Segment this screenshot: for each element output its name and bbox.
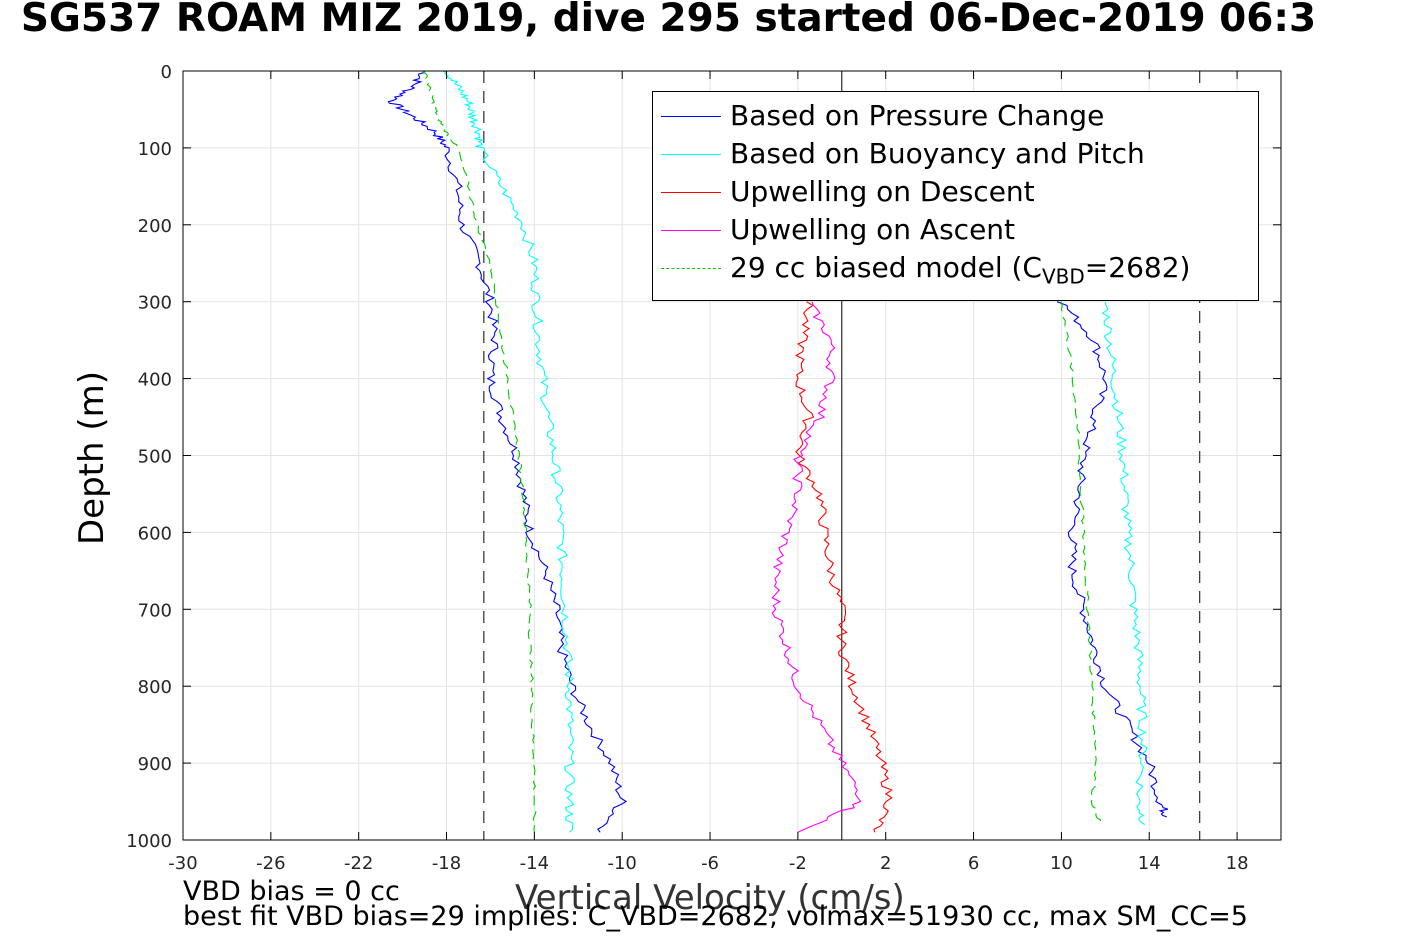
legend-item-upwelling-ascent: Upwelling on Ascent bbox=[653, 211, 1258, 249]
y-tick-label: 700 bbox=[138, 600, 172, 621]
series-line-0 bbox=[387, 70, 628, 833]
y-tick-label: 600 bbox=[138, 523, 172, 544]
legend-item-upwelling-descent: Upwelling on Descent bbox=[653, 173, 1258, 211]
x-tick-label: -22 bbox=[344, 853, 373, 874]
y-axis-label: Depth (m) bbox=[72, 370, 112, 545]
y-tick-label: 0 bbox=[161, 62, 172, 83]
series-line-1 bbox=[442, 70, 576, 833]
x-tick-label: -14 bbox=[520, 853, 549, 874]
vbd-bias-note: VBD bias = 0 cc bbox=[183, 876, 400, 907]
legend-swatch-magenta bbox=[661, 230, 721, 231]
y-tick-label: 800 bbox=[138, 677, 172, 698]
y-tick-label: 200 bbox=[138, 216, 172, 237]
series-line-1 bbox=[1101, 301, 1148, 826]
chart-title: SG537 ROAM MIZ 2019, dive 295 started 06… bbox=[0, 0, 1417, 41]
x-tick-label: 10 bbox=[1050, 853, 1073, 874]
legend-swatch-blue bbox=[661, 116, 721, 117]
legend-item-pressure-change: Based on Pressure Change bbox=[653, 97, 1258, 135]
legend-label-subscript: VBD bbox=[1041, 264, 1085, 289]
x-tick-label: -2 bbox=[789, 853, 807, 874]
x-tick-label: -18 bbox=[432, 853, 461, 874]
legend-label: Upwelling on Ascent bbox=[730, 213, 1016, 246]
series-line-2 bbox=[795, 301, 893, 833]
legend-swatch-cyan bbox=[661, 154, 721, 155]
y-tick-label: 900 bbox=[138, 754, 172, 775]
x-tick-label: 6 bbox=[968, 853, 979, 874]
y-tick-label: 500 bbox=[138, 447, 172, 468]
series-line-0 bbox=[1056, 301, 1169, 818]
x-tick-label: -10 bbox=[607, 853, 636, 874]
x-tick-label: 2 bbox=[880, 853, 891, 874]
legend-label-tail: =2682) bbox=[1084, 251, 1191, 284]
legend-swatch-red bbox=[661, 192, 721, 193]
x-tick-label: -6 bbox=[701, 853, 719, 874]
axis-ticks: -30 -26 -22 -18 -14 -10 -6 -2 2 6 10 14 180100200300… bbox=[126, 62, 1281, 874]
series-line-3 bbox=[771, 301, 862, 833]
legend-label: Based on Buoyancy and Pitch bbox=[730, 137, 1145, 170]
chart-title-text: SG537 ROAM MIZ 2019, dive 295 started 06… bbox=[20, 0, 1317, 41]
legend-item-buoyancy-pitch: Based on Buoyancy and Pitch bbox=[653, 135, 1258, 173]
x-tick-label: 18 bbox=[1226, 853, 1249, 874]
series-line-4 bbox=[1060, 301, 1102, 825]
legend-item-biased-model: 29 cc biased model (CVBD=2682) bbox=[653, 249, 1258, 289]
legend-swatch-green-dashed bbox=[661, 268, 721, 269]
best-fit-note: best fit VBD bias=29 implies: C_VBD=2682… bbox=[183, 901, 1248, 932]
series-line-4 bbox=[422, 70, 537, 833]
y-tick-label: 100 bbox=[138, 139, 172, 160]
legend-label: Based on Pressure Change bbox=[730, 99, 1105, 132]
x-tick-label: 14 bbox=[1138, 853, 1161, 874]
y-tick-label: 300 bbox=[138, 293, 172, 314]
x-tick-label: -26 bbox=[256, 853, 285, 874]
y-tick-label: 1000 bbox=[126, 831, 172, 852]
legend-label: Upwelling on Descent bbox=[730, 175, 1035, 208]
x-axis-label: Vertical Velocity (cm/s) bbox=[515, 878, 905, 918]
series-lines bbox=[387, 70, 1169, 833]
legend-label: 29 cc biased model (CVBD=2682) bbox=[730, 251, 1190, 289]
y-tick-label: 400 bbox=[138, 370, 172, 391]
x-tick-label: -30 bbox=[168, 853, 197, 874]
legend-label-main: 29 cc biased model (C bbox=[730, 251, 1042, 284]
chart-legend: Based on Pressure Change Based on Buoyan… bbox=[652, 91, 1259, 301]
